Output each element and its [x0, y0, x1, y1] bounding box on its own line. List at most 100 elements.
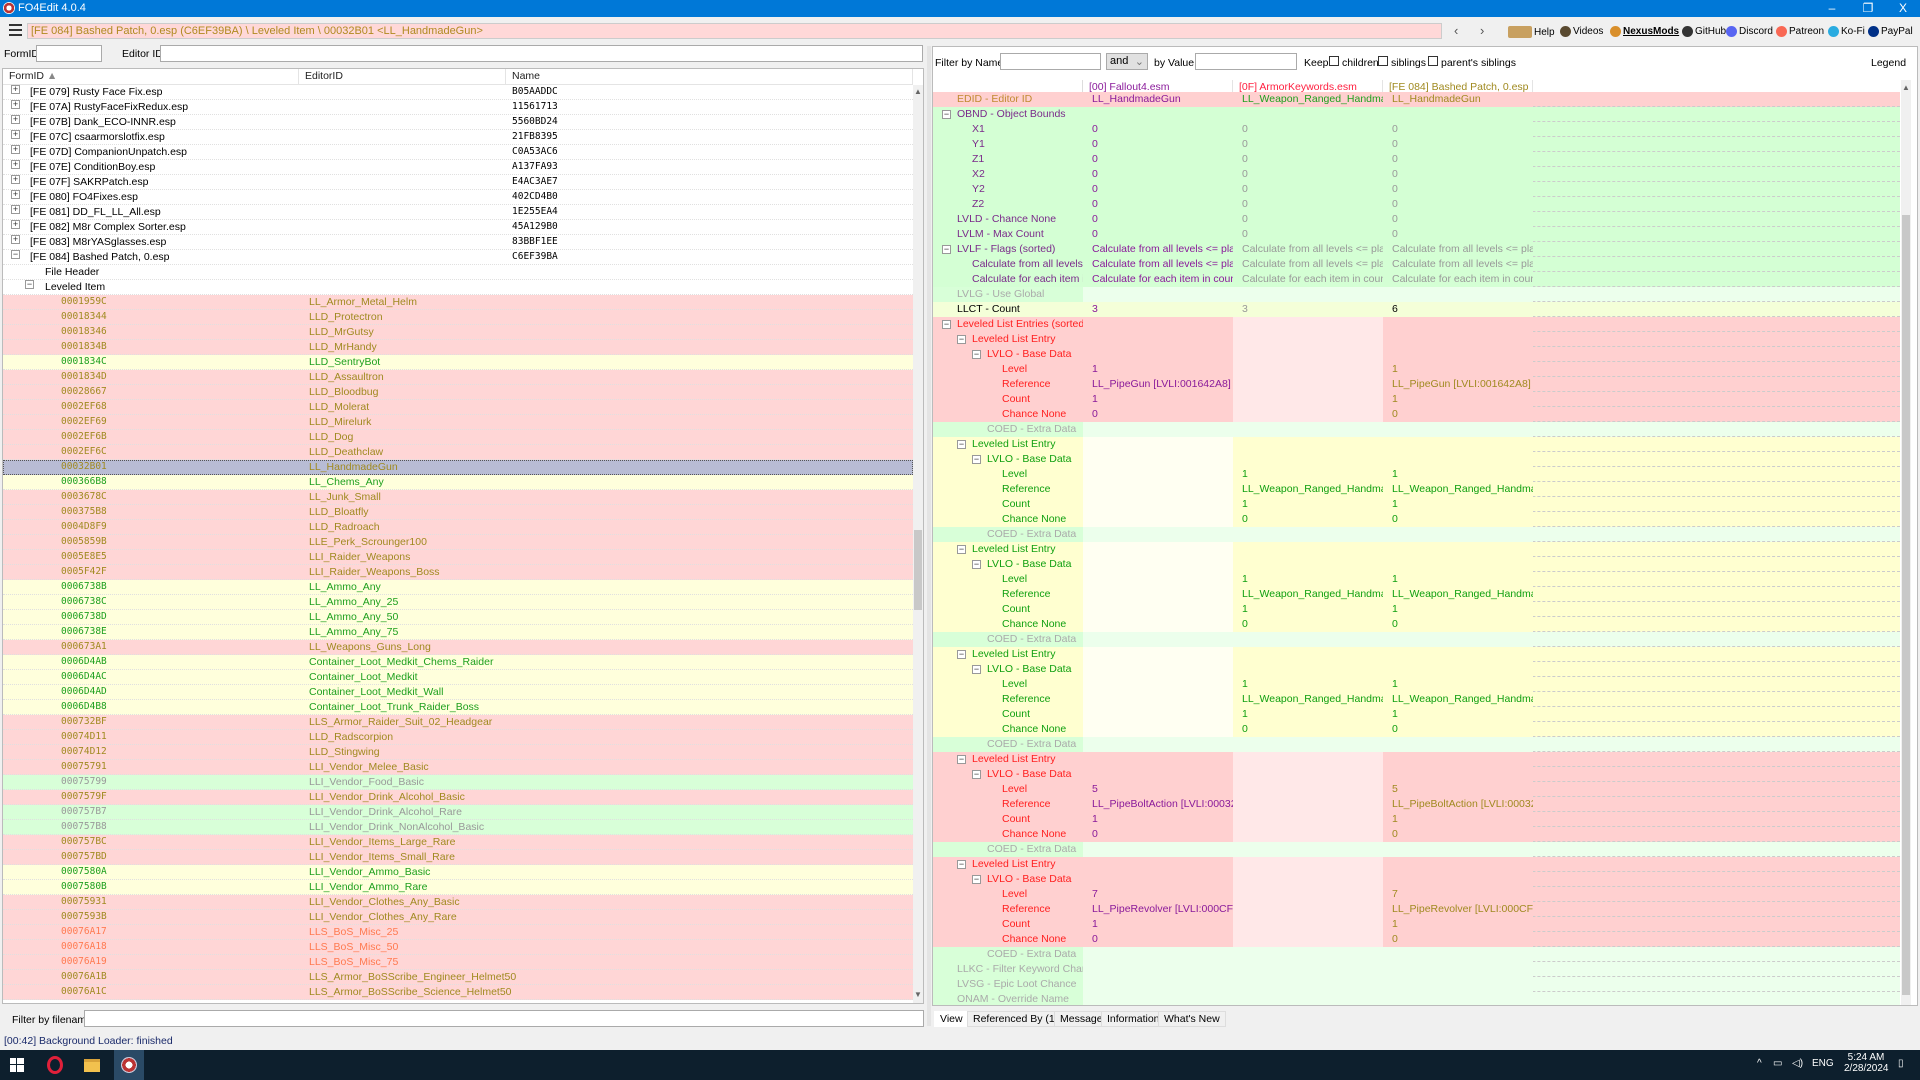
- clock[interactable]: 5:24 AM 2/28/2024: [1844, 1052, 1889, 1074]
- value-cell[interactable]: 0: [1383, 407, 1533, 422]
- value-cell[interactable]: 0: [1383, 122, 1533, 137]
- record-field-row[interactable]: Chance None 0 0: [933, 932, 1900, 947]
- value-cell[interactable]: 0: [1233, 212, 1383, 227]
- value-cell[interactable]: [1083, 557, 1233, 572]
- record-row[interactable]: 000375B8 LLD_Bloatfly: [3, 505, 913, 520]
- value-cell[interactable]: 1: [1383, 707, 1533, 722]
- value-cell[interactable]: 1: [1233, 707, 1383, 722]
- tab-referenced-by[interactable]: Referenced By (169): [967, 1011, 1076, 1027]
- collapse-icon[interactable]: −: [972, 769, 981, 779]
- record-field-row[interactable]: Level 1 1: [933, 572, 1900, 587]
- value-cell[interactable]: [1383, 632, 1533, 647]
- tree-node[interactable]: − [FE 084] Bashed Patch, 0.esp C6EF39BA: [3, 250, 913, 265]
- record-row[interactable]: 00018346 LLD_MrGutsy: [3, 325, 913, 340]
- notifications-icon[interactable]: ▯: [1898, 1058, 1904, 1069]
- speaker-icon[interactable]: ◁): [1792, 1058, 1804, 1069]
- value-cell[interactable]: [1233, 452, 1383, 467]
- scrollbar-thumb[interactable]: [1902, 215, 1910, 995]
- value-cell[interactable]: 0: [1083, 827, 1233, 842]
- file-explorer-icon[interactable]: [77, 1050, 107, 1080]
- value-cell[interactable]: [1383, 872, 1533, 887]
- value-cell[interactable]: 0: [1233, 182, 1383, 197]
- value-cell[interactable]: LL_Weapon_Ranged_Handmade...: [1233, 92, 1383, 107]
- value-cell[interactable]: [1233, 977, 1383, 992]
- formid-input[interactable]: [36, 45, 102, 62]
- value-cell[interactable]: 0: [1383, 182, 1533, 197]
- value-cell[interactable]: [1383, 767, 1533, 782]
- column-header-name[interactable]: Name: [506, 69, 913, 84]
- value-cell[interactable]: [1083, 542, 1233, 557]
- fo4edit-icon[interactable]: [114, 1050, 144, 1080]
- value-cell[interactable]: [1233, 107, 1383, 122]
- value-cell[interactable]: Calculate from all levels <= play...: [1383, 257, 1533, 272]
- value-cell[interactable]: 1: [1233, 602, 1383, 617]
- value-cell[interactable]: [1383, 347, 1533, 362]
- value-cell[interactable]: 0: [1083, 227, 1233, 242]
- collapse-icon[interactable]: −: [972, 349, 981, 359]
- value-cell[interactable]: [1383, 857, 1533, 872]
- record-row[interactable]: 00075931 LLI_Vendor_Clothes_Any_Basic: [3, 895, 913, 910]
- value-cell[interactable]: 1: [1083, 392, 1233, 407]
- record-row[interactable]: 0003678C LL_Junk_Small: [3, 490, 913, 505]
- record-row[interactable]: 00076A1C LLS_Armor_BoSScribe_Science_Helm…: [3, 985, 913, 1000]
- value-cell[interactable]: [1233, 932, 1383, 947]
- record-field-row[interactable]: Reference LL_PipeGun [LVLI:001642A8] LL_Pi…: [933, 377, 1900, 392]
- value-cell[interactable]: [1233, 632, 1383, 647]
- close-button[interactable]: X: [1898, 1, 1907, 15]
- value-cell[interactable]: 1: [1083, 812, 1233, 827]
- tree-node[interactable]: + [FE 07A] RustyFaceFixRedux.esp 11561713: [3, 100, 913, 115]
- record-field-row[interactable]: X2 0 0 0: [933, 167, 1900, 182]
- value-cell[interactable]: 7: [1083, 887, 1233, 902]
- value-cell[interactable]: 0: [1383, 827, 1533, 842]
- value-cell[interactable]: [1233, 437, 1383, 452]
- right-scrollbar[interactable]: ▲: [1901, 80, 1911, 1005]
- record-field-row[interactable]: Level 7 7: [933, 887, 1900, 902]
- record-field-row[interactable]: COED - Extra Data: [933, 737, 1900, 752]
- expand-icon[interactable]: +: [11, 84, 20, 94]
- value-cell[interactable]: [1383, 317, 1533, 332]
- value-cell[interactable]: LL_PipeBoltAction [LVLI:00032B0...: [1383, 797, 1533, 812]
- value-cell[interactable]: 0: [1383, 722, 1533, 737]
- value-cell[interactable]: [1083, 677, 1233, 692]
- record-field-row[interactable]: − LVLF - Flags (sorted) Calculate from all…: [933, 242, 1900, 257]
- value-cell[interactable]: [1083, 992, 1233, 1005]
- forward-button[interactable]: ›: [1480, 23, 1485, 38]
- value-cell[interactable]: LL_PipeGun [LVLI:001642A8]: [1083, 377, 1233, 392]
- value-cell[interactable]: 0: [1083, 182, 1233, 197]
- tab-what-s-new[interactable]: What's New: [1158, 1011, 1226, 1027]
- record-row[interactable]: 0006738E LL_Ammo_Any_75: [3, 625, 913, 640]
- tree-node[interactable]: + [FE 081] DD_FL_LL_All.esp 1E255EA4: [3, 205, 913, 220]
- value-cell[interactable]: [1383, 557, 1533, 572]
- splitter[interactable]: [927, 46, 931, 1026]
- value-cell[interactable]: [1083, 587, 1233, 602]
- collapse-icon[interactable]: −: [972, 559, 981, 569]
- value-cell[interactable]: 0: [1233, 137, 1383, 152]
- value-cell[interactable]: 0: [1383, 167, 1533, 182]
- record-field-row[interactable]: ONAM - Override Name: [933, 992, 1900, 1005]
- value-cell[interactable]: 3: [1233, 302, 1383, 317]
- value-cell[interactable]: 0: [1383, 617, 1533, 632]
- record-row[interactable]: 00074D11 LLD_Radscorpion: [3, 730, 913, 745]
- maximize-button[interactable]: ❐: [1862, 1, 1874, 15]
- value-cell[interactable]: [1233, 392, 1383, 407]
- record-field-row[interactable]: Z1 0 0 0: [933, 152, 1900, 167]
- value-cell[interactable]: 1: [1383, 467, 1533, 482]
- value-cell[interactable]: 0: [1383, 197, 1533, 212]
- expand-icon[interactable]: +: [11, 99, 20, 109]
- tab-information[interactable]: Information: [1101, 1011, 1166, 1027]
- expand-icon[interactable]: +: [11, 234, 20, 244]
- record-row[interactable]: 0002EF69 LLD_Mirelurk: [3, 415, 913, 430]
- value-cell[interactable]: [1233, 647, 1383, 662]
- record-row[interactable]: 00032B01 LL_HandmadeGun: [3, 460, 913, 475]
- record-field-row[interactable]: − Leveled List Entries (sorted): [933, 317, 1900, 332]
- tree-node[interactable]: + [FE 07B] Dank_ECO-INNR.esp 5560BD24: [3, 115, 913, 130]
- value-cell[interactable]: 5: [1083, 782, 1233, 797]
- record-field-row[interactable]: − LVLO - Base Data: [933, 452, 1900, 467]
- value-cell[interactable]: [1083, 512, 1233, 527]
- value-cell[interactable]: Calculate for each item in count: [1233, 272, 1383, 287]
- tree-node[interactable]: + [FE 07E] ConditionBoy.esp A137FA93: [3, 160, 913, 175]
- record-row[interactable]: 00075791 LLI_Vendor_Melee_Basic: [3, 760, 913, 775]
- value-cell[interactable]: 1: [1383, 677, 1533, 692]
- record-row[interactable]: 00076A17 LLS_BoS_Misc_25: [3, 925, 913, 940]
- link-paypal[interactable]: PayPal: [1868, 26, 1913, 37]
